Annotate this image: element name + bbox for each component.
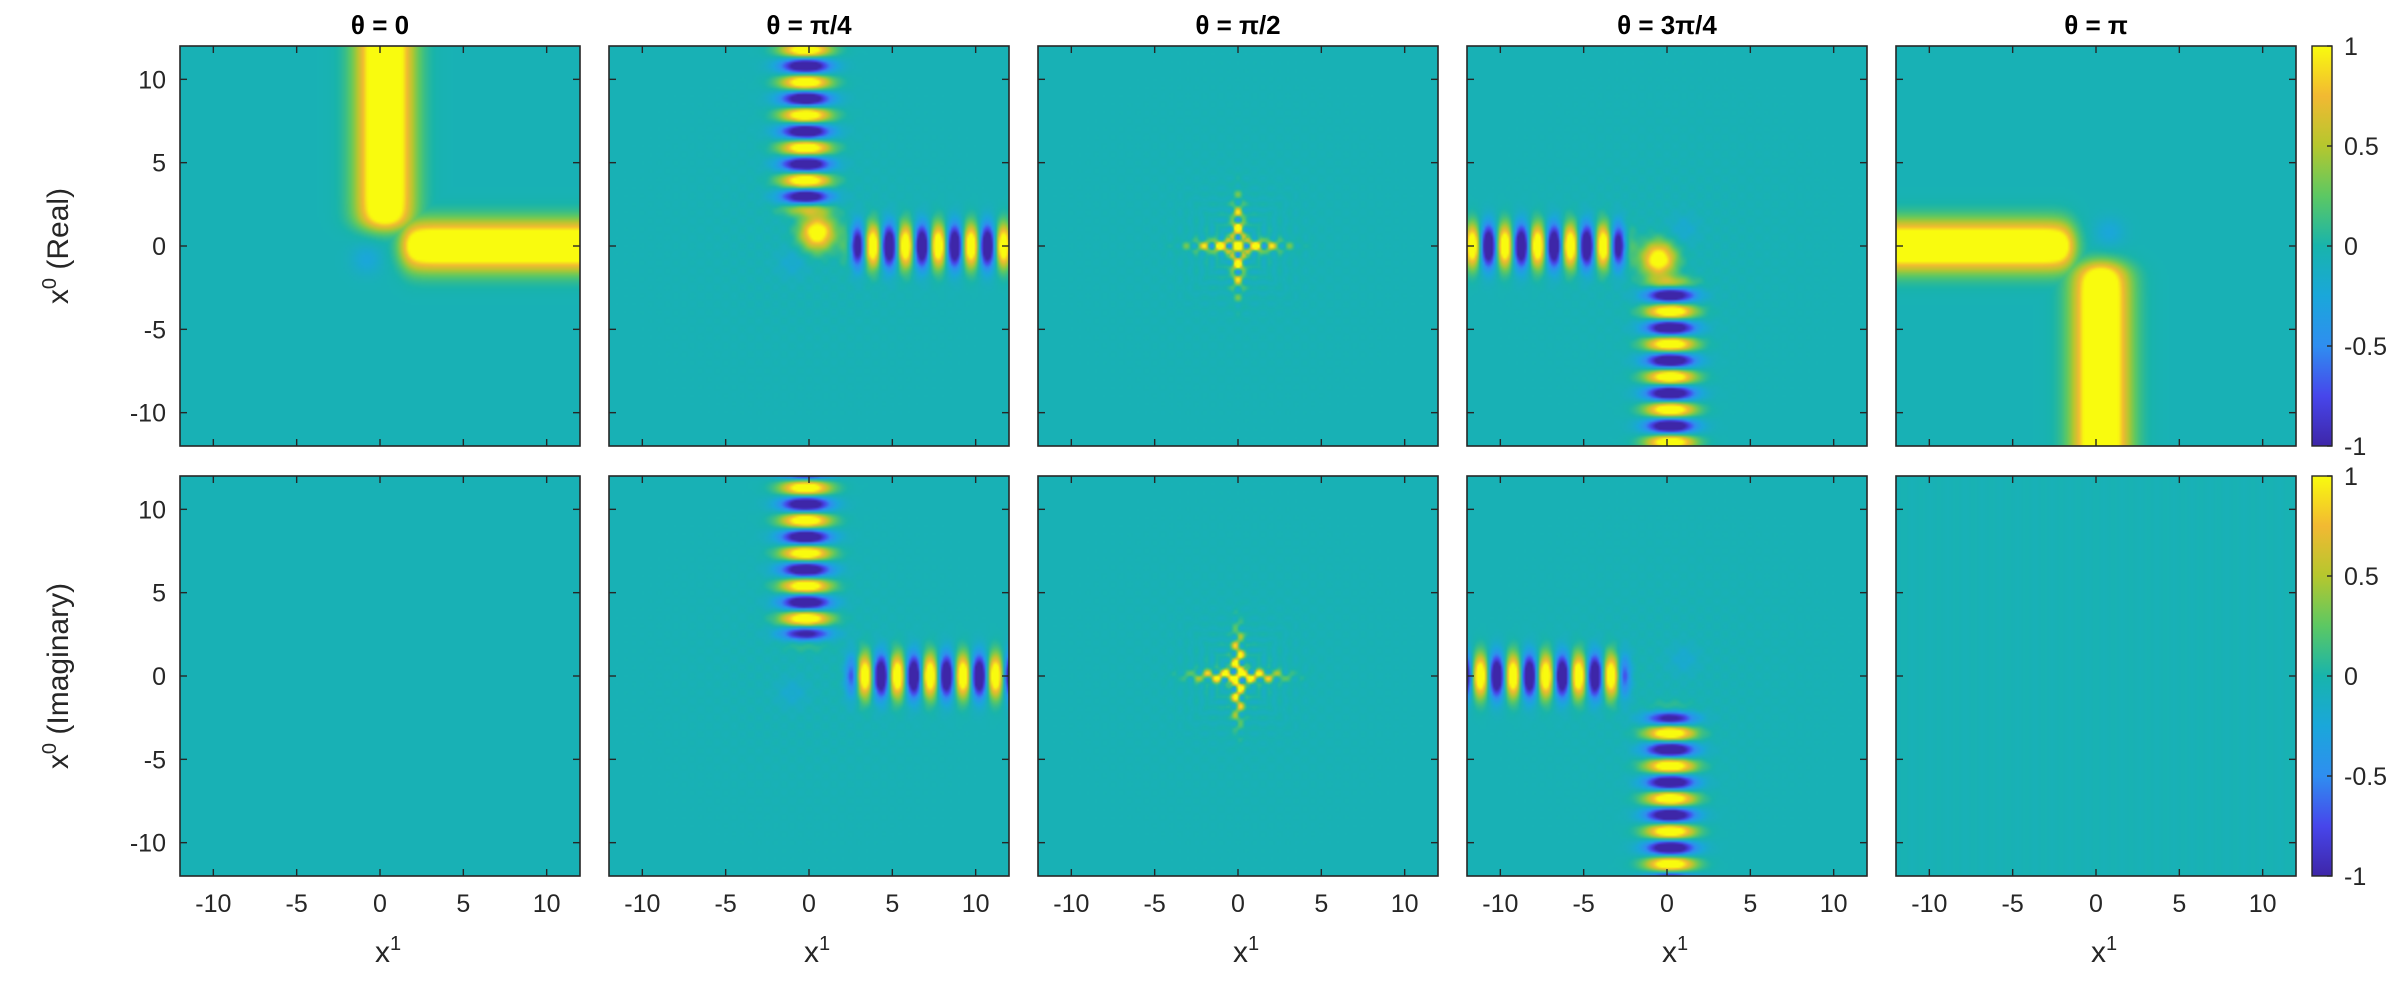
x-tick-label: -10: [1911, 890, 1947, 918]
y-tick-label: -5: [144, 746, 166, 774]
panel-title: θ = π/4: [766, 10, 852, 40]
panel-r0-c4: θ = π: [1895, 10, 2297, 447]
x-tick-label: 5: [456, 890, 470, 918]
x-tick-label: 5: [1743, 890, 1757, 918]
x-tick-label: 0: [1660, 890, 1674, 918]
x-axis-label: x1: [1662, 933, 1688, 969]
colorbar-tick-label: -0.5: [2344, 763, 2387, 791]
heatmap-image: [1038, 46, 1438, 446]
x-tick-label: -5: [286, 890, 308, 918]
panel-r1-c2: -10 -5 0 5 10 x1: [1037, 475, 1439, 969]
x-tick-label: 5: [1314, 890, 1328, 918]
heatmap-image: [1038, 476, 1438, 876]
x-tick-label: 10: [1391, 890, 1419, 918]
panel-r1-c3: -10 -5 0 5 10 x1: [1466, 475, 1868, 969]
heatmap-image: [1896, 476, 2296, 876]
x-tick-label: 0: [2089, 890, 2103, 918]
panel-r0-c0: 10 5 0 -5 -10 θ = 0: [130, 10, 581, 447]
panel-r1-c0: -10 -5 0 5 10 x1 10 5 0 -5 -10: [130, 475, 581, 969]
x-tick-label: 5: [2172, 890, 2186, 918]
y-tick-label: 5: [152, 580, 166, 608]
x-axis-label: x1: [1233, 933, 1259, 969]
y-tick-label: -10: [130, 400, 166, 428]
colorbar-tick-label: -1: [2344, 863, 2366, 891]
x-tick-label: 5: [885, 890, 899, 918]
colorbar-tick-label: -0.5: [2344, 333, 2387, 361]
heatmap-image: [609, 476, 1009, 876]
x-tick-label: 10: [2249, 890, 2277, 918]
y-tick-label: -5: [144, 316, 166, 344]
x-tick-label: -10: [1053, 890, 1089, 918]
heatmap-image: [1896, 46, 2296, 446]
x-tick-label: 0: [373, 890, 387, 918]
panel-title: θ = π/2: [1195, 10, 1280, 40]
y-tick-label: 10: [138, 66, 166, 94]
x-tick-label: -10: [1482, 890, 1518, 918]
colorbars: 10.50-0.5-110.50-0.5-1: [2311, 33, 2387, 891]
colorbar-tick-label: 1: [2344, 463, 2358, 491]
heatmap-image: [609, 46, 1009, 446]
panel-title: θ = 3π/4: [1617, 10, 1717, 40]
panel-r1-c1: -10 -5 0 5 10 x1: [608, 475, 1010, 969]
x-tick-label: 0: [802, 890, 816, 918]
y-tick-label: 0: [152, 233, 166, 261]
panel-title: θ = π: [2064, 10, 2128, 40]
heatmap-image: [180, 476, 580, 876]
y-tick-label: 5: [152, 150, 166, 178]
colorbar-1: 1 0.5 0 -0.5 -1: [2311, 463, 2387, 891]
colorbar-tick-label: 0: [2344, 233, 2358, 261]
y-tick-label: 10: [138, 496, 166, 524]
x-tick-label: 10: [533, 890, 561, 918]
heatmap-panels: 10 5 0 -5 -10 θ = 0 θ = π/4 θ = π/2 θ = 3π/4 θ = …: [130, 10, 2297, 969]
x-tick-label: -5: [2002, 890, 2024, 918]
y-tick-label: 0: [152, 663, 166, 691]
x-tick-label: -10: [624, 890, 660, 918]
axis-labels: x0 (Real) x0 (Imaginary): [39, 188, 75, 769]
x-axis-label: x1: [375, 933, 401, 969]
heatmap-image: [1467, 46, 1867, 446]
x-tick-label: -10: [195, 890, 231, 918]
x-tick-label: 10: [962, 890, 990, 918]
colorbar-tick-label: 0: [2344, 663, 2358, 691]
colorbar-0: 1 0.5 0 -0.5 -1: [2311, 33, 2387, 461]
panel-r0-c3: θ = 3π/4: [1466, 10, 1868, 447]
x-tick-label: 10: [1820, 890, 1848, 918]
colorbar-tick-label: 0.5: [2344, 563, 2379, 591]
colorbar-tick-label: 1: [2344, 33, 2358, 61]
x-tick-label: 0: [1231, 890, 1245, 918]
panel-title: θ = 0: [351, 10, 409, 40]
x-tick-label: -5: [1573, 890, 1595, 918]
x-axis-label: x1: [2091, 933, 2117, 969]
row-label: x0 (Real): [39, 188, 75, 304]
panel-r1-c4: -10 -5 0 5 10 x1: [1895, 475, 2297, 969]
x-tick-label: -5: [715, 890, 737, 918]
panel-r0-c1: θ = π/4: [608, 10, 1010, 447]
heatmap-image: [180, 46, 580, 446]
heatmap-image: [1467, 476, 1867, 876]
colorbar-tick-label: -1: [2344, 433, 2366, 461]
x-tick-label: -5: [1144, 890, 1166, 918]
panel-r0-c2: θ = π/2: [1037, 10, 1439, 447]
colorbar-tick-label: 0.5: [2344, 133, 2379, 161]
y-tick-label: -10: [130, 830, 166, 858]
row-label: x0 (Imaginary): [39, 583, 75, 769]
x-axis-label: x1: [804, 933, 830, 969]
